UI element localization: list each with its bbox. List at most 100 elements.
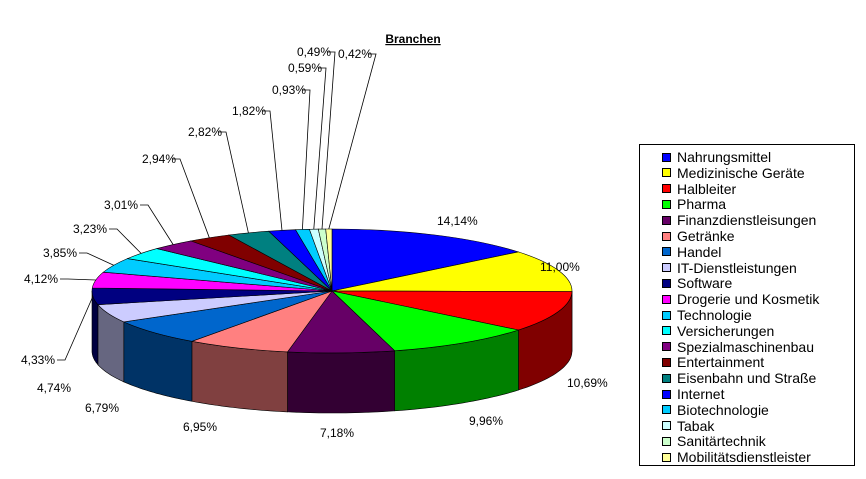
pie-sides (91, 291, 573, 414)
leader-line-internet (262, 110, 283, 231)
legend-swatch-finanzdienstleisungen (662, 215, 671, 225)
chart-title: Branchen (385, 32, 440, 46)
legend-swatch-spezialmaschinenbau (662, 342, 671, 352)
legend-label-medizinische-ger-te: Medizinische Geräte (677, 164, 805, 181)
slice-label-versicherungen: 3,23% (73, 222, 107, 236)
legend-label-finanzdienstleisungen: Finanzdienstleisungen (677, 212, 817, 229)
slice-label-technologie: 3,85% (43, 246, 77, 260)
legend-item-internet: Internet (662, 386, 724, 402)
slice-label-handel: 6,79% (85, 401, 119, 415)
legend-item-technologie: Technologie (662, 307, 752, 323)
legend-label-eisenbahn-und-stra-e: Eisenbahn und Straße (677, 370, 817, 387)
pie-slice-medizinische-ger-te (331, 251, 573, 292)
legend-label-spezialmaschinenbau: Spezialmaschinenbau (677, 338, 814, 355)
slice-label-internet: 1,82% (232, 104, 266, 118)
legend-label-technologie: Technologie (677, 307, 752, 323)
legend-swatch-nahrungsmittel (662, 152, 671, 162)
slice-label-pharma: 9,96% (469, 414, 503, 428)
legend-item-medizinische-ger-te: Medizinische Geräte (662, 165, 805, 181)
legend-item-tabak: Tabak (662, 418, 714, 434)
pie-slice-getr-nke (190, 290, 333, 353)
legend-item-mobilit-tsdienstleister: Mobilitätsdienstleister (662, 449, 811, 465)
legend-label-nahrungsmittel: Nahrungsmittel (677, 149, 772, 165)
slice-label-mobilit-tsdienstleister: 0,42% (338, 47, 372, 61)
legend-item-entertainment: Entertainment (662, 354, 764, 370)
legend-swatch-internet (662, 389, 671, 399)
legend-item-handel: Handel (662, 244, 721, 260)
leader-line-technologie (79, 252, 114, 266)
leader-line-biotechnologie (302, 89, 311, 230)
legend-swatch-biotechnologie (662, 405, 671, 415)
label-leaders (57, 51, 377, 361)
slice-label-sanit-rtechnik: 0,49% (297, 45, 331, 59)
legend-swatch-versicherungen (662, 326, 671, 336)
legend-item-sanit-rtechnik: Sanitärtechnik (662, 433, 766, 449)
slice-label-drogerie-und-kosmetik: 4,12% (24, 272, 58, 286)
leader-line-spezialmaschinenbau (140, 204, 174, 245)
legend-label-drogerie-und-kosmetik: Drogerie und Kosmetik (677, 291, 820, 308)
slice-label-entertainment: 2,94% (142, 152, 176, 166)
pie-slice-halbleiter (331, 290, 573, 331)
leader-line-software (57, 296, 94, 361)
slice-label-it-dienstleistungen: 4,74% (37, 381, 71, 395)
slice-label-spezialmaschinenbau: 3,01% (104, 198, 138, 212)
slice-labels: 14,14% 11,00% 10,69% 9,96% 7,18% 6,95% 6,79% 4,… (21, 45, 608, 440)
legend-item-getr-nke: Getränke (662, 228, 735, 244)
legend-label-sanit-rtechnik: Sanitärtechnik (677, 433, 766, 450)
legend-swatch-software (662, 278, 671, 288)
legend-swatch-technologie (662, 310, 671, 320)
legend-label-halbleiter: Halbleiter (677, 180, 737, 197)
legend-label-it-dienstleistungen: IT-Dienstleistungen (677, 259, 797, 276)
slice-label-biotechnologie: 0,93% (272, 83, 306, 97)
pie-side-finanzdienstleisungen (287, 350, 396, 414)
slice-label-nahrungsmittel: 14,14% (437, 214, 478, 228)
leader-line-sanit-rtechnik (321, 51, 336, 230)
pie-side-getr-nke (191, 340, 288, 413)
legend-item-finanzdienstleisungen: Finanzdienstleisungen (662, 212, 816, 228)
legend-item-halbleiter: Halbleiter (662, 181, 736, 197)
legend-swatch-halbleiter (662, 184, 671, 194)
legend-label-software: Software (677, 275, 733, 292)
legend-swatch-eisenbahn-und-stra-e (662, 373, 671, 383)
legend-swatch-drogerie-und-kosmetik (662, 294, 671, 304)
slice-label-finanzdienstleisungen: 7,18% (320, 426, 354, 440)
legend-swatch-tabak (662, 421, 671, 431)
leader-line-mobilit-tsdienstleister (328, 53, 377, 230)
legend-item-drogerie-und-kosmetik: Drogerie und Kosmetik (662, 291, 819, 307)
pie-slice-pharma (331, 290, 520, 352)
legend-swatch-entertainment (662, 357, 671, 367)
leader-line-tabak (313, 67, 327, 230)
legend-label-pharma: Pharma (677, 196, 727, 213)
legend-swatch-getr-nke (662, 231, 671, 241)
slice-label-medizinische-ger-te: 11,00% (540, 260, 580, 274)
leader-line-versicherungen (109, 228, 142, 254)
legend-item-pharma: Pharma (662, 196, 726, 212)
legend-swatch-handel (662, 247, 671, 257)
legend-item-nahrungsmittel: Nahrungsmittel (662, 149, 771, 165)
legend-swatch-medizinische-ger-te (662, 168, 671, 178)
legend-swatch-it-dienstleistungen (662, 263, 671, 273)
legend-item-versicherungen: Versicherungen (662, 323, 774, 339)
legend-item-biotechnologie: Biotechnologie (662, 402, 769, 418)
legend-label-internet: Internet (677, 386, 725, 402)
legend-label-getr-nke: Getränke (677, 228, 735, 244)
slice-label-eisenbahn-und-stra-e: 2,82% (188, 125, 222, 139)
legend-swatch-mobilit-tsdienstleister (662, 452, 671, 462)
legend-label-entertainment: Entertainment (677, 354, 765, 371)
legend-swatch-sanit-rtechnik (662, 436, 671, 446)
legend-label-mobilit-tsdienstleister: Mobilitätsdienstleister (677, 449, 811, 466)
slice-label-software: 4,33% (21, 353, 55, 367)
slice-label-halbleiter: 10,69% (567, 376, 608, 390)
legend-label-biotechnologie: Biotechnologie (677, 401, 769, 418)
legend-swatch-pharma (662, 199, 671, 209)
legend-item-eisenbahn-und-stra-e: Eisenbahn und Straße (662, 370, 816, 386)
legend-item-it-dienstleistungen: IT-Dienstleistungen (662, 260, 797, 276)
leader-line-drogerie-und-kosmetik (60, 278, 96, 281)
legend-item-software: Software (662, 275, 732, 291)
legend-label-tabak: Tabak (677, 417, 715, 434)
legend-label-handel: Handel (677, 243, 722, 260)
legend-item-spezialmaschinenbau: Spezialmaschinenbau (662, 339, 814, 355)
legend: Nahrungsmittel Medizinische Geräte Halblei… (639, 144, 855, 466)
pie-slice-finanzdienstleisungen (286, 290, 396, 354)
